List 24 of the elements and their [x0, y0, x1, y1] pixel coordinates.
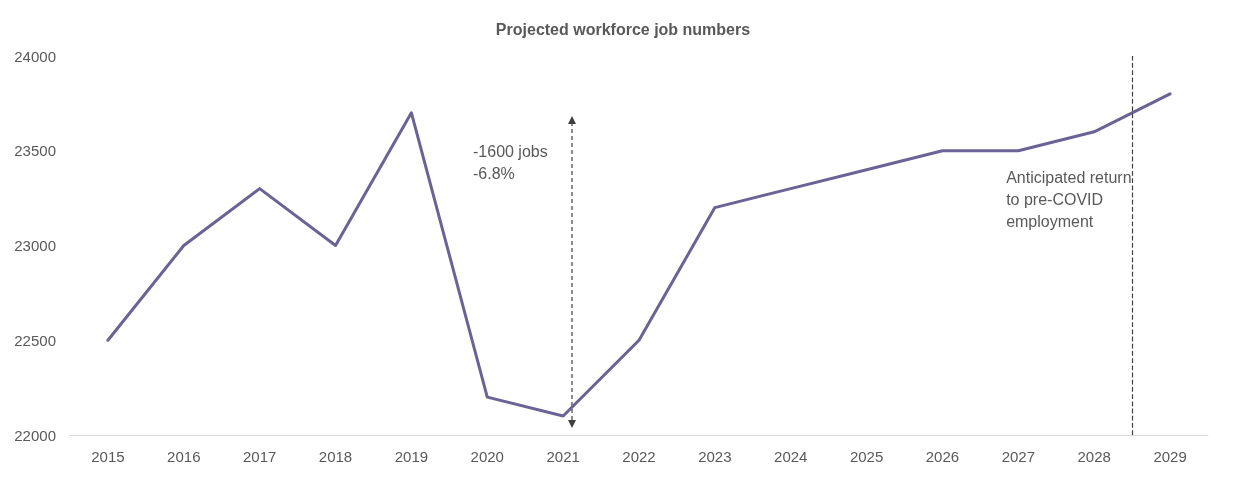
x-tick-label: 2017 [242, 448, 277, 465]
x-tick-label: 2027 [1001, 448, 1036, 465]
x-tick-label: 2016 [167, 448, 201, 465]
y-tick-label: 23000 [14, 237, 56, 254]
annotation: -1600 jobs -6.8% [473, 142, 548, 182]
line-series [106, 92, 1172, 418]
ref-line-label: Anticipated return to pre-COVID employment [1006, 168, 1136, 230]
x-tick-label: 2025 [849, 448, 884, 465]
x-tick-label: 2022 [622, 448, 656, 465]
y-tick-label: 23500 [14, 142, 56, 160]
x-tick-label: 2020 [470, 448, 504, 465]
x-tick-label: 2019 [394, 448, 429, 465]
y-tick-label: 22000 [14, 426, 56, 444]
y-tick-label: 24000 [14, 47, 56, 65]
chart-title: Projected workforce job numbers [495, 20, 751, 38]
x-tick-label: 2021 [546, 448, 580, 465]
y-tick-label: 22500 [14, 331, 56, 349]
x-tick-label: 2029 [1153, 448, 1187, 465]
x-tick-label: 2026 [925, 448, 960, 465]
x-tick-label: 2023 [698, 448, 732, 465]
x-tick-label: 2015 [91, 448, 125, 465]
x-tick-label: 2024 [774, 448, 808, 465]
x-tick-label: 2028 [1077, 448, 1111, 465]
x-tick-label: 2018 [318, 448, 353, 465]
